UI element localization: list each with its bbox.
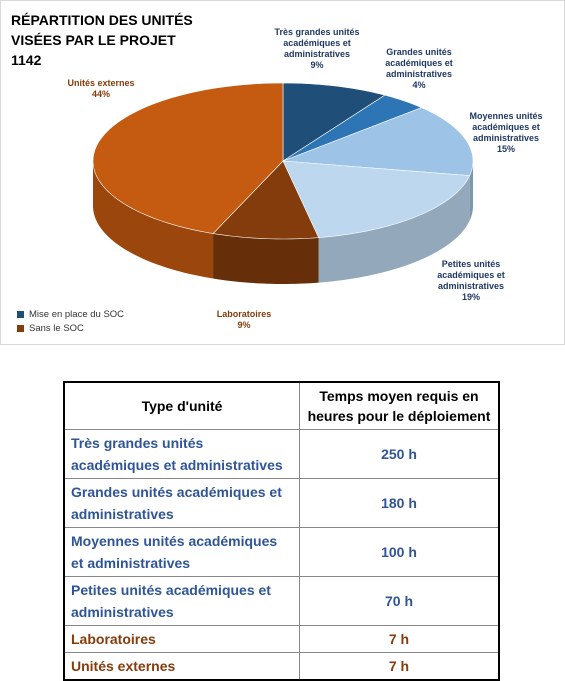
data-label: Moyennes unités académiques et administr… xyxy=(456,111,556,155)
table-row: Grandes unités académiques et administra… xyxy=(63,478,500,528)
slice xyxy=(212,160,320,240)
slice xyxy=(282,107,474,176)
table-row: Laboratoires 7 h xyxy=(63,625,500,653)
slice xyxy=(282,82,386,162)
chart-title: RÉPARTITION DES UNITÉS VISÉES PAR LE PRO… xyxy=(11,12,193,68)
category-label: Moyennes unités académiques et administr… xyxy=(469,111,543,143)
table-cell: Laboratoires xyxy=(63,625,300,653)
table-cell: Moyennes unités académiques et administr… xyxy=(63,527,300,577)
value-label: 4% xyxy=(412,80,426,90)
chart-area: RÉPARTITION DES UNITÉS VISÉES PAR LE PRO… xyxy=(0,0,565,345)
header-row: Type d'unité Temps moyen requis en heure… xyxy=(63,381,500,430)
category-label: Grandes unités académiques et administra… xyxy=(385,47,453,79)
value-label: 19% xyxy=(461,292,480,302)
table-cell: 250 h xyxy=(299,429,500,479)
value-label: 9% xyxy=(310,60,324,70)
header-cell: Temps moyen requis en heures pour le dép… xyxy=(299,381,500,430)
slice-side xyxy=(469,161,473,221)
table-cell: 180 h xyxy=(299,478,500,528)
table-cell: 7 h xyxy=(299,652,500,681)
legend-swatch xyxy=(17,325,24,332)
table: Type d'unité Temps moyen requis en heure… xyxy=(63,381,500,681)
legend-label: Sans le SOC xyxy=(29,323,84,334)
table-row: Très grandes unités académiques et admin… xyxy=(63,429,500,479)
table-cell: 7 h xyxy=(299,625,500,653)
pie-chart xyxy=(92,82,474,284)
data-label: Petites unités académiques et administra… xyxy=(421,259,521,303)
value-label: 44% xyxy=(91,89,110,99)
header-cell: Type d'unité xyxy=(63,381,300,430)
value-label: 9% xyxy=(237,320,251,330)
data-label: Unités externes 44% xyxy=(51,78,151,100)
slice-side xyxy=(318,175,470,283)
category-label: Laboratoires xyxy=(216,309,272,319)
table-cell: Très grandes unités académiques et admin… xyxy=(63,429,300,479)
slice-side xyxy=(213,233,319,284)
table-cell: Grandes unités académiques et administra… xyxy=(63,478,300,528)
category-label: Très grandes unités académiques et admin… xyxy=(274,27,360,59)
legend-swatch xyxy=(17,311,24,318)
slice xyxy=(92,82,284,234)
legend-label: Mise en place du SOC xyxy=(29,309,125,320)
data-label: Laboratoires 9% xyxy=(199,309,289,331)
table-row: Petites unités académiques et administra… xyxy=(63,576,500,626)
category-label: Petites unités académiques et administra… xyxy=(437,259,505,291)
legend-item: Sans le SOC xyxy=(17,323,84,334)
table-row: Unités externes 7 h xyxy=(63,652,500,681)
table-cell: Petites unités académiques et administra… xyxy=(63,576,300,626)
slice-side xyxy=(93,161,214,279)
category-label: Unités externes xyxy=(67,78,135,88)
data-label: Très grandes unités académiques et admin… xyxy=(262,27,372,71)
table-cell: Unités externes xyxy=(63,652,300,681)
table-cell: 100 h xyxy=(299,527,500,577)
legend-item: Mise en place du SOC xyxy=(17,309,124,320)
slice xyxy=(282,160,471,238)
data-label: Grandes unités académiques et administra… xyxy=(374,47,464,91)
table-row: Moyennes unités académiques et administr… xyxy=(63,527,500,577)
value-label: 15% xyxy=(496,144,515,154)
slice xyxy=(282,94,423,162)
table-cell: 70 h xyxy=(299,576,500,626)
